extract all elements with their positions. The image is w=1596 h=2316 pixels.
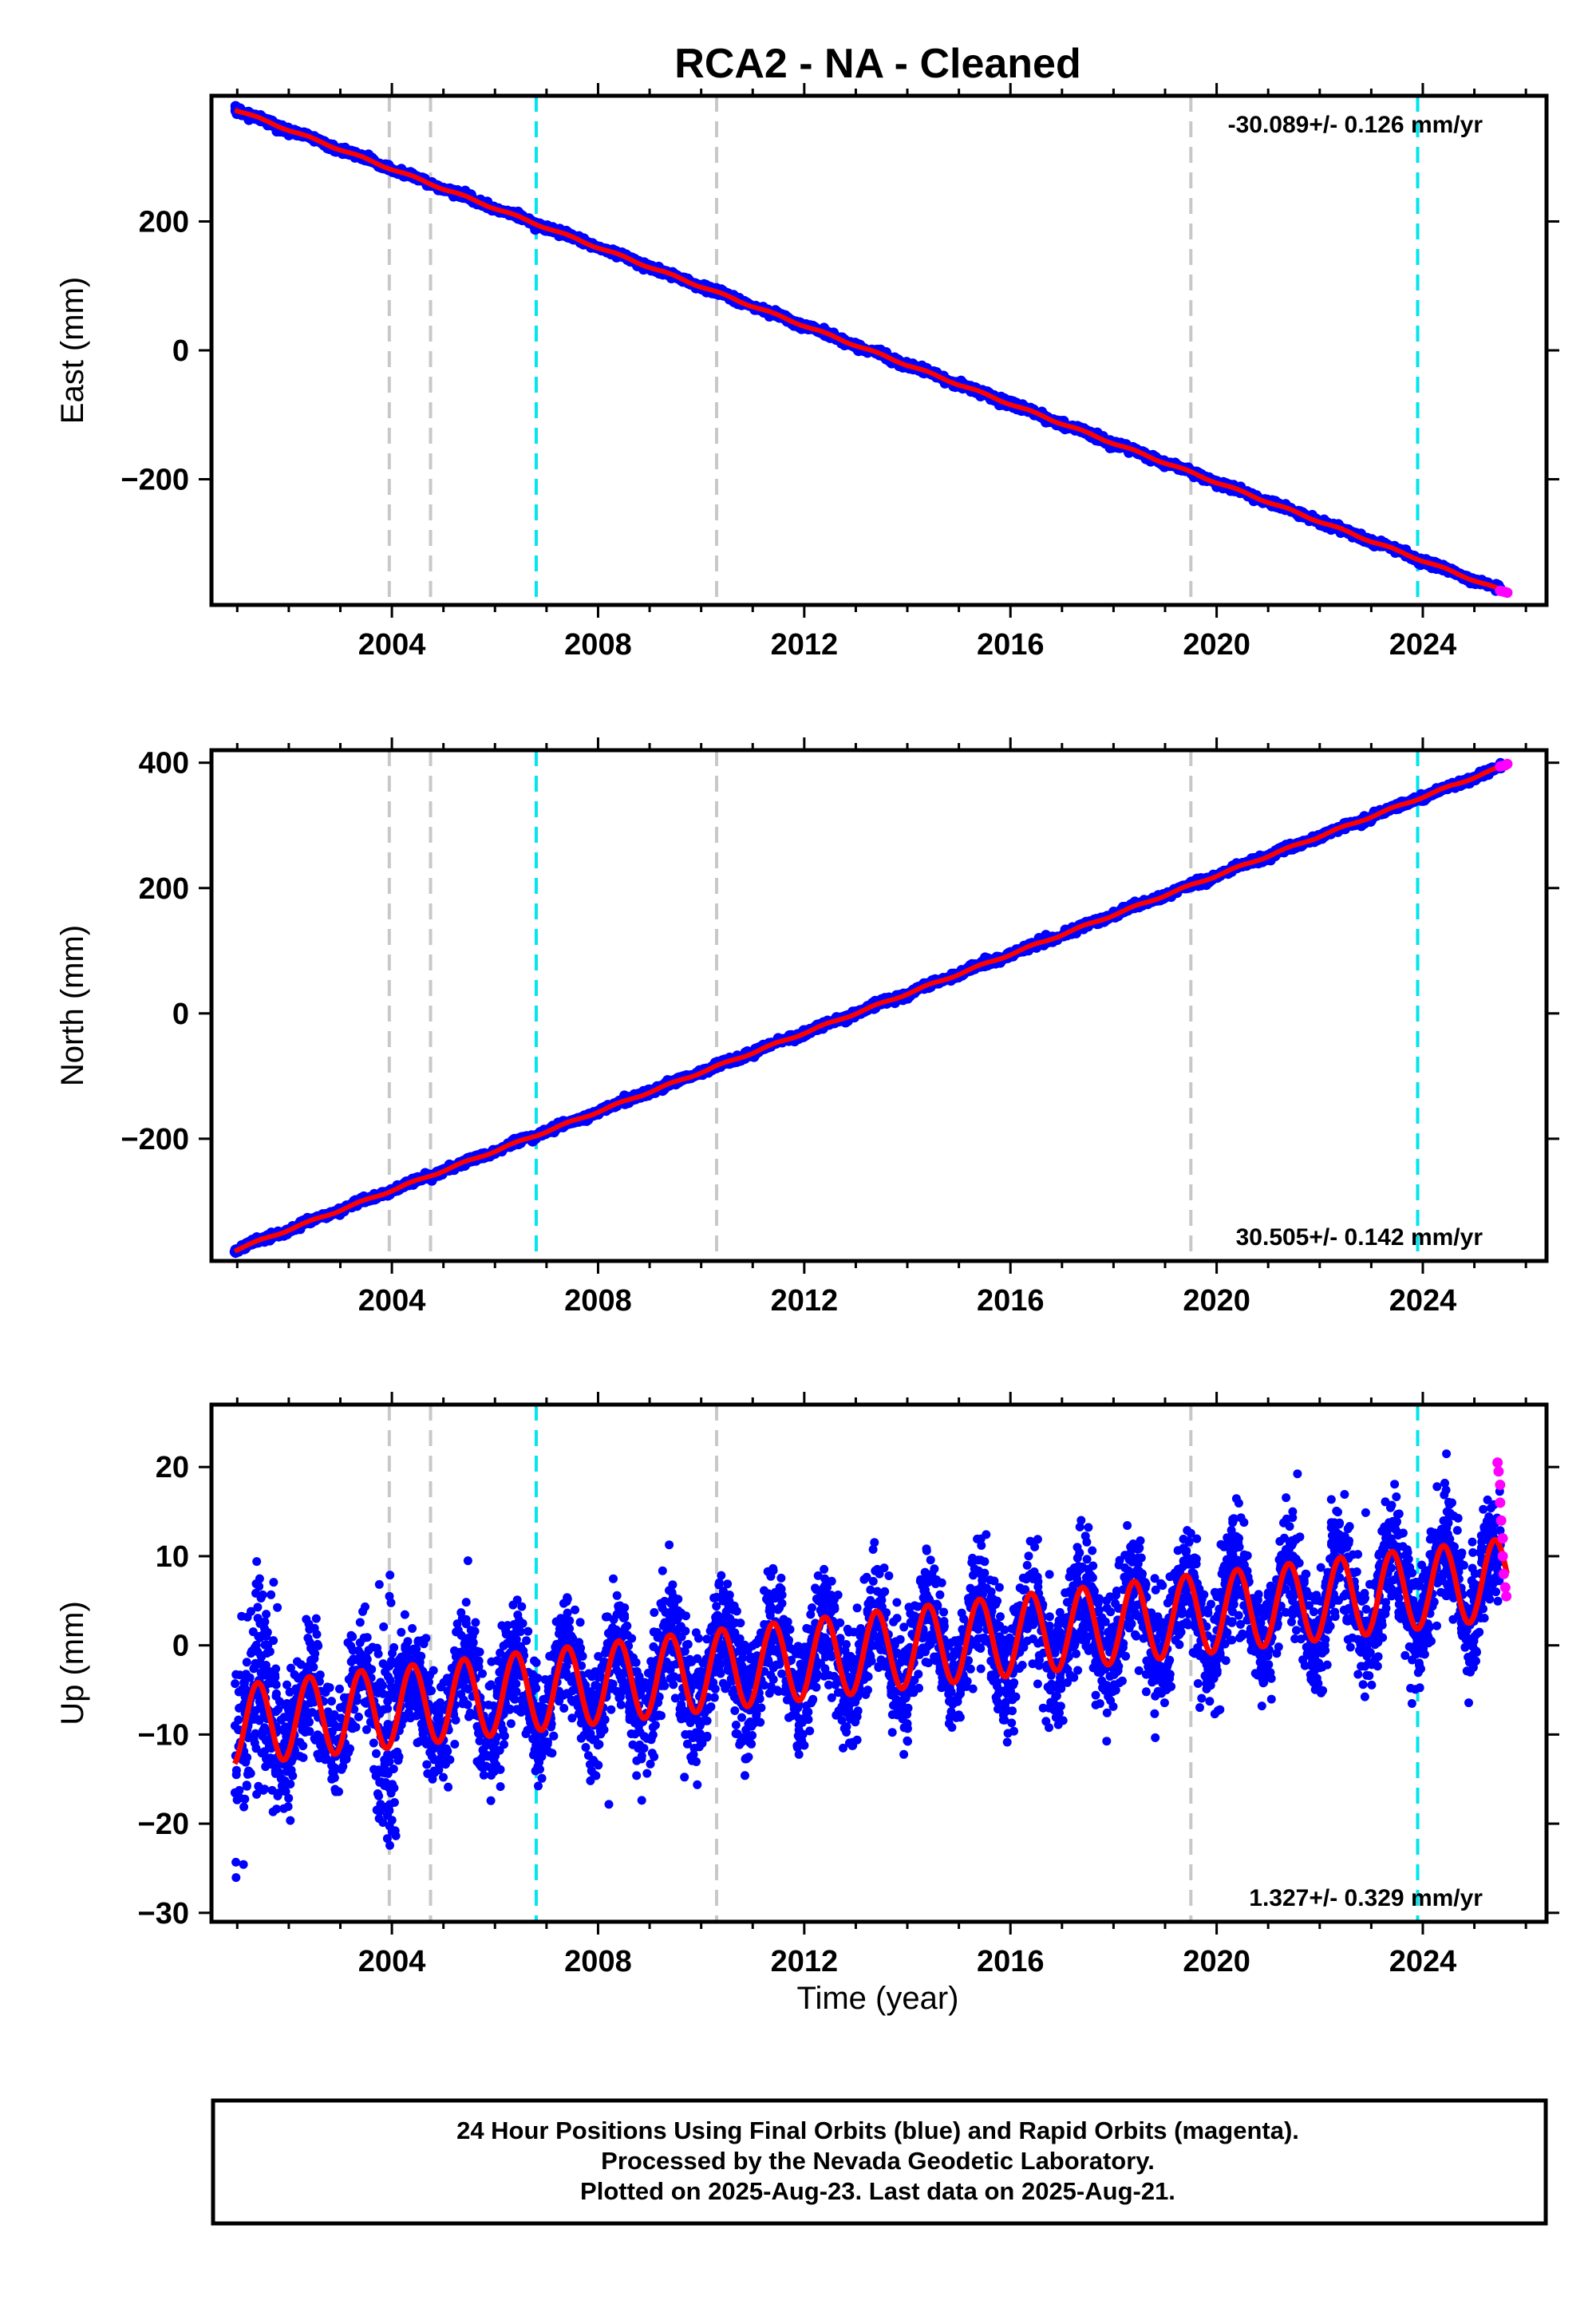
figure-title: RCA2 - NA - Cleaned <box>674 41 1080 87</box>
east-panel: 2004 2008 2012 2016 2020 2024 −200 0 200 East (mm… <box>55 83 1559 662</box>
x-tick-label: 2016 <box>977 628 1045 662</box>
y-axis-label: East (mm) <box>55 277 90 424</box>
model-fit-line <box>234 108 1508 595</box>
y-tick-label: 0 <box>172 334 189 368</box>
y-tick-label: −200 <box>120 464 189 497</box>
rapid-orbit-point <box>1502 587 1513 599</box>
north-panel: 2004 2008 2012 2016 2020 2024−2000200400North… <box>55 737 1559 1318</box>
y-tick-label: 200 <box>139 205 189 239</box>
x-tick-label: 2004 <box>358 628 426 662</box>
x-tick-label: 2020 <box>1183 628 1250 662</box>
x-tick-label: 2012 <box>771 628 839 662</box>
velocity-label: -30.089+/- 0.126 mm/yr <box>1228 112 1483 138</box>
x-tick-label: 2024 <box>1389 628 1457 662</box>
x-tick-label: 2008 <box>564 628 632 662</box>
